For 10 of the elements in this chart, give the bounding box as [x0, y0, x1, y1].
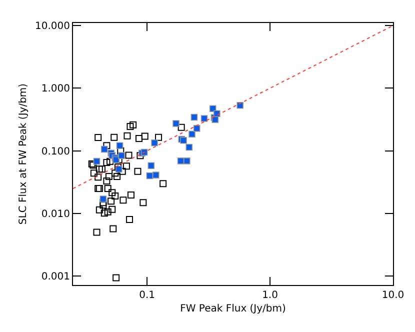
x-tick-label: 0.1	[139, 290, 155, 301]
y-axis-title: SLC Flux at FW Peak (Jy/bm)	[18, 83, 29, 225]
y-tick-label: 1.000	[41, 84, 70, 95]
y-tick-label: 0.010	[41, 208, 70, 220]
y-tick-label: 0.100	[41, 146, 70, 158]
y-tick-label: 0.001	[41, 272, 70, 283]
x-tick-label: 10.0	[382, 290, 404, 301]
x-tick-label: 1.0	[262, 290, 278, 301]
y-tick-label: 10.000	[35, 21, 70, 32]
x-axis-title: FW Peak Flux (Jy/bm)	[180, 304, 286, 314]
